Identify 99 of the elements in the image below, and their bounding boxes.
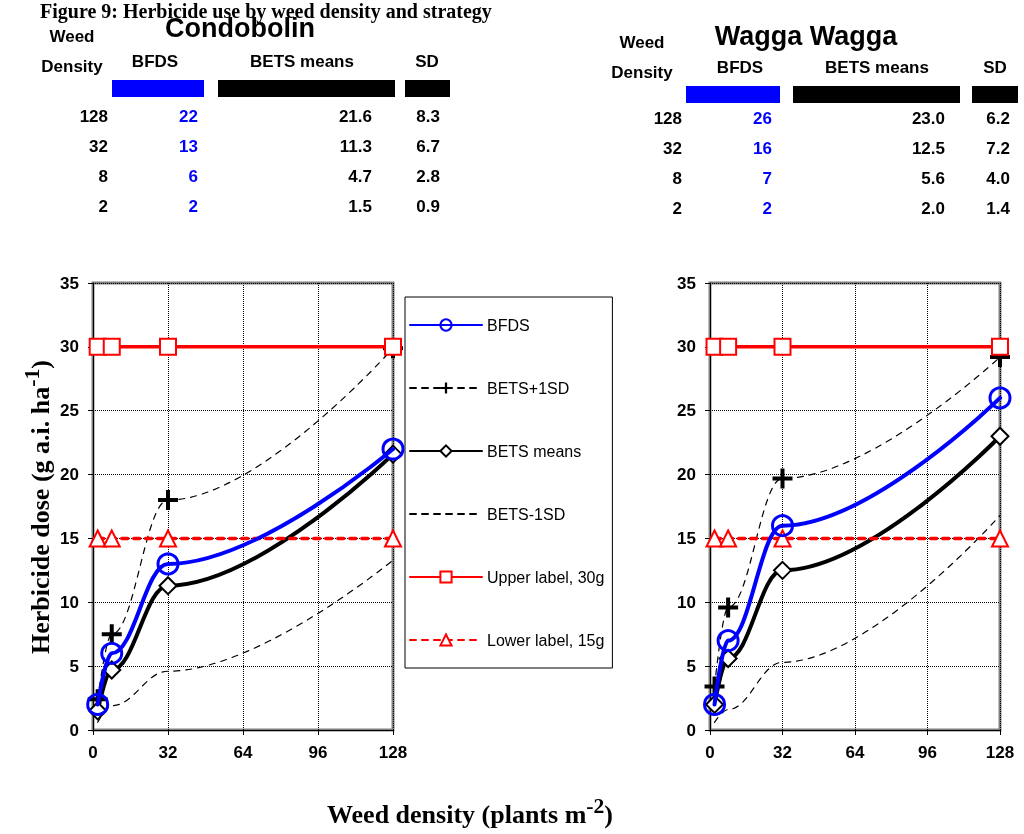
text: 1.5: [347, 197, 372, 217]
legend-label: BFDS: [487, 316, 530, 334]
text: 8: [97, 167, 108, 187]
legend-label: BETS means: [487, 442, 582, 460]
text: SD: [983, 58, 1007, 77]
x-tick-label: 128: [985, 743, 1015, 762]
point: [159, 529, 177, 548]
x-tick-label: 0: [88, 743, 98, 762]
point: [718, 597, 739, 618]
legend-label: Upper label, 30g: [487, 568, 605, 586]
point: [102, 337, 121, 356]
text: 2: [188, 197, 198, 216]
point: [100, 641, 124, 665]
point: [773, 337, 792, 356]
y-tick-label: 35: [677, 273, 696, 293]
text: Weed Density: [610, 32, 674, 84]
x-tick-label: 32: [158, 743, 178, 762]
text: BFDS: [716, 58, 764, 77]
point: [381, 437, 405, 461]
text: 6.7: [416, 137, 440, 156]
text: BETS means: [824, 58, 930, 78]
x-tick-label: 64: [233, 743, 253, 762]
text: 2.0: [920, 199, 945, 219]
text: Weed Density: [40, 26, 104, 78]
text: 6.2: [986, 109, 1010, 128]
y-tick-label: 10: [60, 592, 79, 612]
point: [991, 337, 1009, 356]
x-tick-label: 128: [378, 743, 408, 762]
text: 23.0: [910, 109, 945, 129]
x-tick-label: 96: [918, 743, 937, 762]
text: 2.8: [416, 167, 440, 186]
text: 128: [652, 109, 682, 129]
chart-title: Wagga Wagga: [714, 21, 898, 51]
legend-label: BETS-1SD: [487, 505, 566, 523]
y-tick-label: 35: [60, 273, 79, 293]
text: 26: [753, 109, 772, 128]
point: [156, 552, 180, 576]
y-tick-label: 0: [686, 720, 696, 740]
text: 5.6: [920, 169, 945, 189]
text: 7.2: [986, 139, 1010, 158]
text: 12.5: [910, 139, 945, 159]
point: [158, 490, 178, 511]
text: BETS means: [249, 52, 355, 72]
text: SD: [414, 52, 440, 72]
legend-label: Lower label, 15g: [487, 631, 605, 649]
point: [719, 529, 738, 548]
text: 6: [188, 167, 198, 186]
y-tick-label: 25: [677, 401, 696, 421]
x-axis-title: Weed density (plants m$^{-2}$): [326, 794, 614, 830]
text: 11.3: [338, 137, 372, 157]
point: [772, 468, 793, 489]
text: 4.7: [347, 167, 372, 187]
x-tick-label: 64: [845, 743, 865, 762]
text: 13: [179, 137, 198, 156]
text: 8: [671, 169, 682, 189]
y-tick-label: 0: [69, 720, 79, 740]
point: [988, 386, 1012, 410]
point: [705, 529, 724, 548]
x-tick-label: 32: [773, 743, 792, 762]
y-tick-label: 10: [677, 592, 696, 612]
text: 7: [762, 169, 772, 188]
point: [719, 337, 738, 356]
point: [771, 514, 794, 538]
point: [384, 529, 402, 548]
point: [990, 426, 1010, 446]
text: 1.4: [986, 199, 1010, 218]
text: 2: [762, 199, 772, 218]
text: 22: [179, 107, 198, 126]
y-tick-label: 5: [69, 656, 79, 676]
x-tick-label: 96: [308, 743, 328, 762]
x-tick-label: 0: [705, 743, 715, 762]
text: 16: [753, 139, 772, 158]
point: [86, 692, 110, 716]
text: 8.3: [416, 107, 440, 126]
text: 21.6: [337, 107, 372, 127]
point: [773, 560, 792, 580]
point: [158, 576, 178, 596]
y-tick-label: 20: [60, 465, 79, 485]
point: [991, 529, 1009, 548]
y-tick-label: 15: [60, 528, 79, 548]
text: 2: [97, 197, 108, 217]
text: 2: [671, 199, 682, 219]
legend-label: BETS+1SD: [487, 379, 570, 397]
y-tick-label: 5: [686, 656, 696, 676]
text: 128: [78, 107, 108, 127]
point: [716, 629, 740, 653]
text: 32: [88, 137, 108, 157]
text: BFDS: [131, 52, 179, 71]
y-tick-label: 25: [60, 401, 79, 421]
point: [102, 529, 121, 548]
text: 0.9: [416, 197, 440, 216]
text: 4.0: [986, 169, 1010, 188]
text: 32: [662, 139, 682, 159]
point: [159, 337, 177, 356]
y-tick-label: 30: [677, 337, 696, 357]
y-tick-label: 30: [60, 337, 79, 357]
point: [101, 624, 122, 645]
y-tick-label: 20: [677, 465, 696, 485]
y-tick-label: 15: [677, 528, 696, 548]
